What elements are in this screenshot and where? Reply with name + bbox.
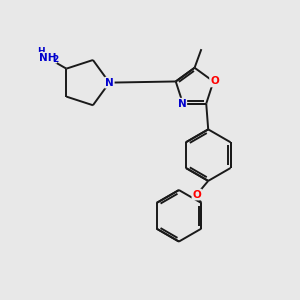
Text: O: O <box>210 76 219 86</box>
Text: H: H <box>37 47 44 56</box>
Text: O: O <box>192 190 201 200</box>
Text: N: N <box>178 99 186 109</box>
Text: N: N <box>105 78 114 88</box>
Text: 2: 2 <box>52 55 58 64</box>
Text: NH: NH <box>39 53 56 63</box>
